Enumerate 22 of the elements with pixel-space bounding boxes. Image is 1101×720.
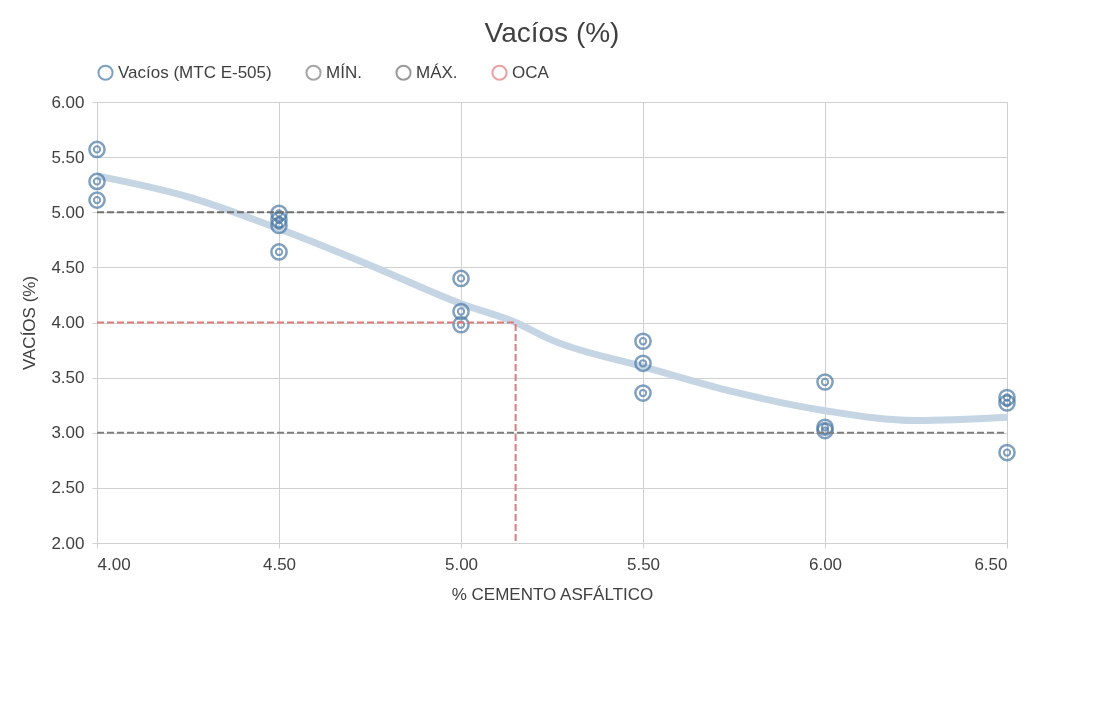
y-tick-label: 5.50 xyxy=(51,147,85,167)
legend-label: OCA xyxy=(512,62,550,82)
x-tick-label: 6.50 xyxy=(974,554,1008,574)
x-tick-label: 6.00 xyxy=(808,554,843,574)
y-tick-label: 2.00 xyxy=(51,533,85,553)
x-axis-title: % CEMENTO ASFÁLTICO xyxy=(451,584,654,604)
chart-title: Vacíos (%) xyxy=(484,17,620,48)
y-tick-label: 3.00 xyxy=(51,423,85,443)
legend-label: Vacíos (MTC E-505) xyxy=(118,62,272,82)
y-tick-label: 2.50 xyxy=(51,478,85,498)
y-tick-label: 5.00 xyxy=(51,202,85,222)
y-axis-title: VACÍOS (%) xyxy=(20,275,40,371)
y-tick-label: 4.00 xyxy=(51,313,85,332)
x-tick-label: 4.00 xyxy=(97,554,131,574)
y-tick-label: 3.50 xyxy=(51,368,85,388)
legend-label: MÁX. xyxy=(416,62,458,82)
legend-label: MÍN. xyxy=(326,62,362,82)
y-tick-label: 4.50 xyxy=(51,257,85,277)
x-tick-label: 4.50 xyxy=(262,554,297,574)
x-tick-label: 5.00 xyxy=(444,554,479,574)
y-tick-label: 6.00 xyxy=(51,92,85,112)
x-tick-label: 5.50 xyxy=(626,554,661,574)
